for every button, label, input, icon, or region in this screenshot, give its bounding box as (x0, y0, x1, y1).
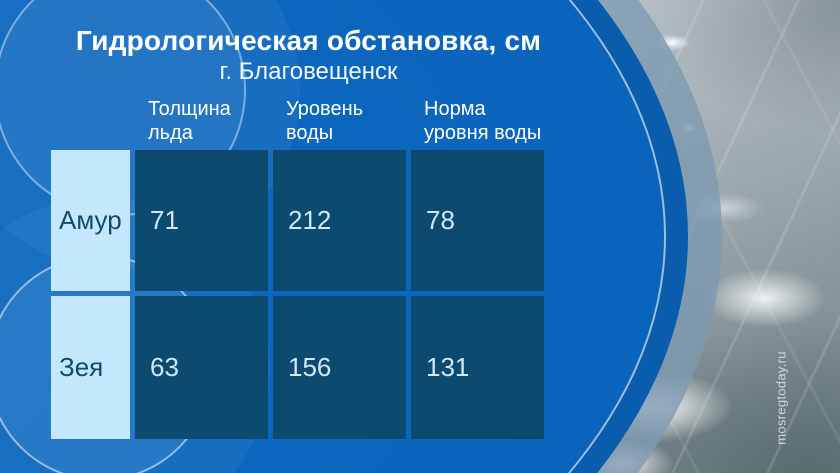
cell-zeya-water-level-norm: 131 (411, 296, 544, 439)
cell-amur-water-level: 212 (273, 150, 406, 291)
photo-credit-watermark: mosregtoday.ru (773, 351, 789, 445)
cell-amur-water-level-norm: 78 (411, 150, 544, 291)
title-block: Гидрологическая обстановка, см г. Благов… (0, 26, 617, 86)
cell-zeya-ice-thickness: 63 (135, 296, 268, 439)
cell-amur-ice-thickness: 71 (135, 150, 268, 291)
column-header-water-level: Уровень воды (286, 98, 364, 144)
panel-edge-line (0, 0, 666, 473)
column-header-water-level-norm: Норма уровня воды (424, 98, 542, 144)
page-title: Гидрологическая обстановка, см (75, 25, 542, 56)
cell-zeya-water-level: 156 (273, 296, 406, 439)
hydrology-table: Толщина льда Уровень воды Норма уровня в… (51, 98, 544, 439)
column-header-ice-thickness: Толщина льда (148, 98, 231, 144)
table-corner-spacer (51, 101, 130, 145)
page-subtitle: г. Благовещенск (219, 58, 398, 85)
row-label-amur: Амур (51, 150, 130, 291)
row-label-zeya: Зея (51, 296, 130, 439)
